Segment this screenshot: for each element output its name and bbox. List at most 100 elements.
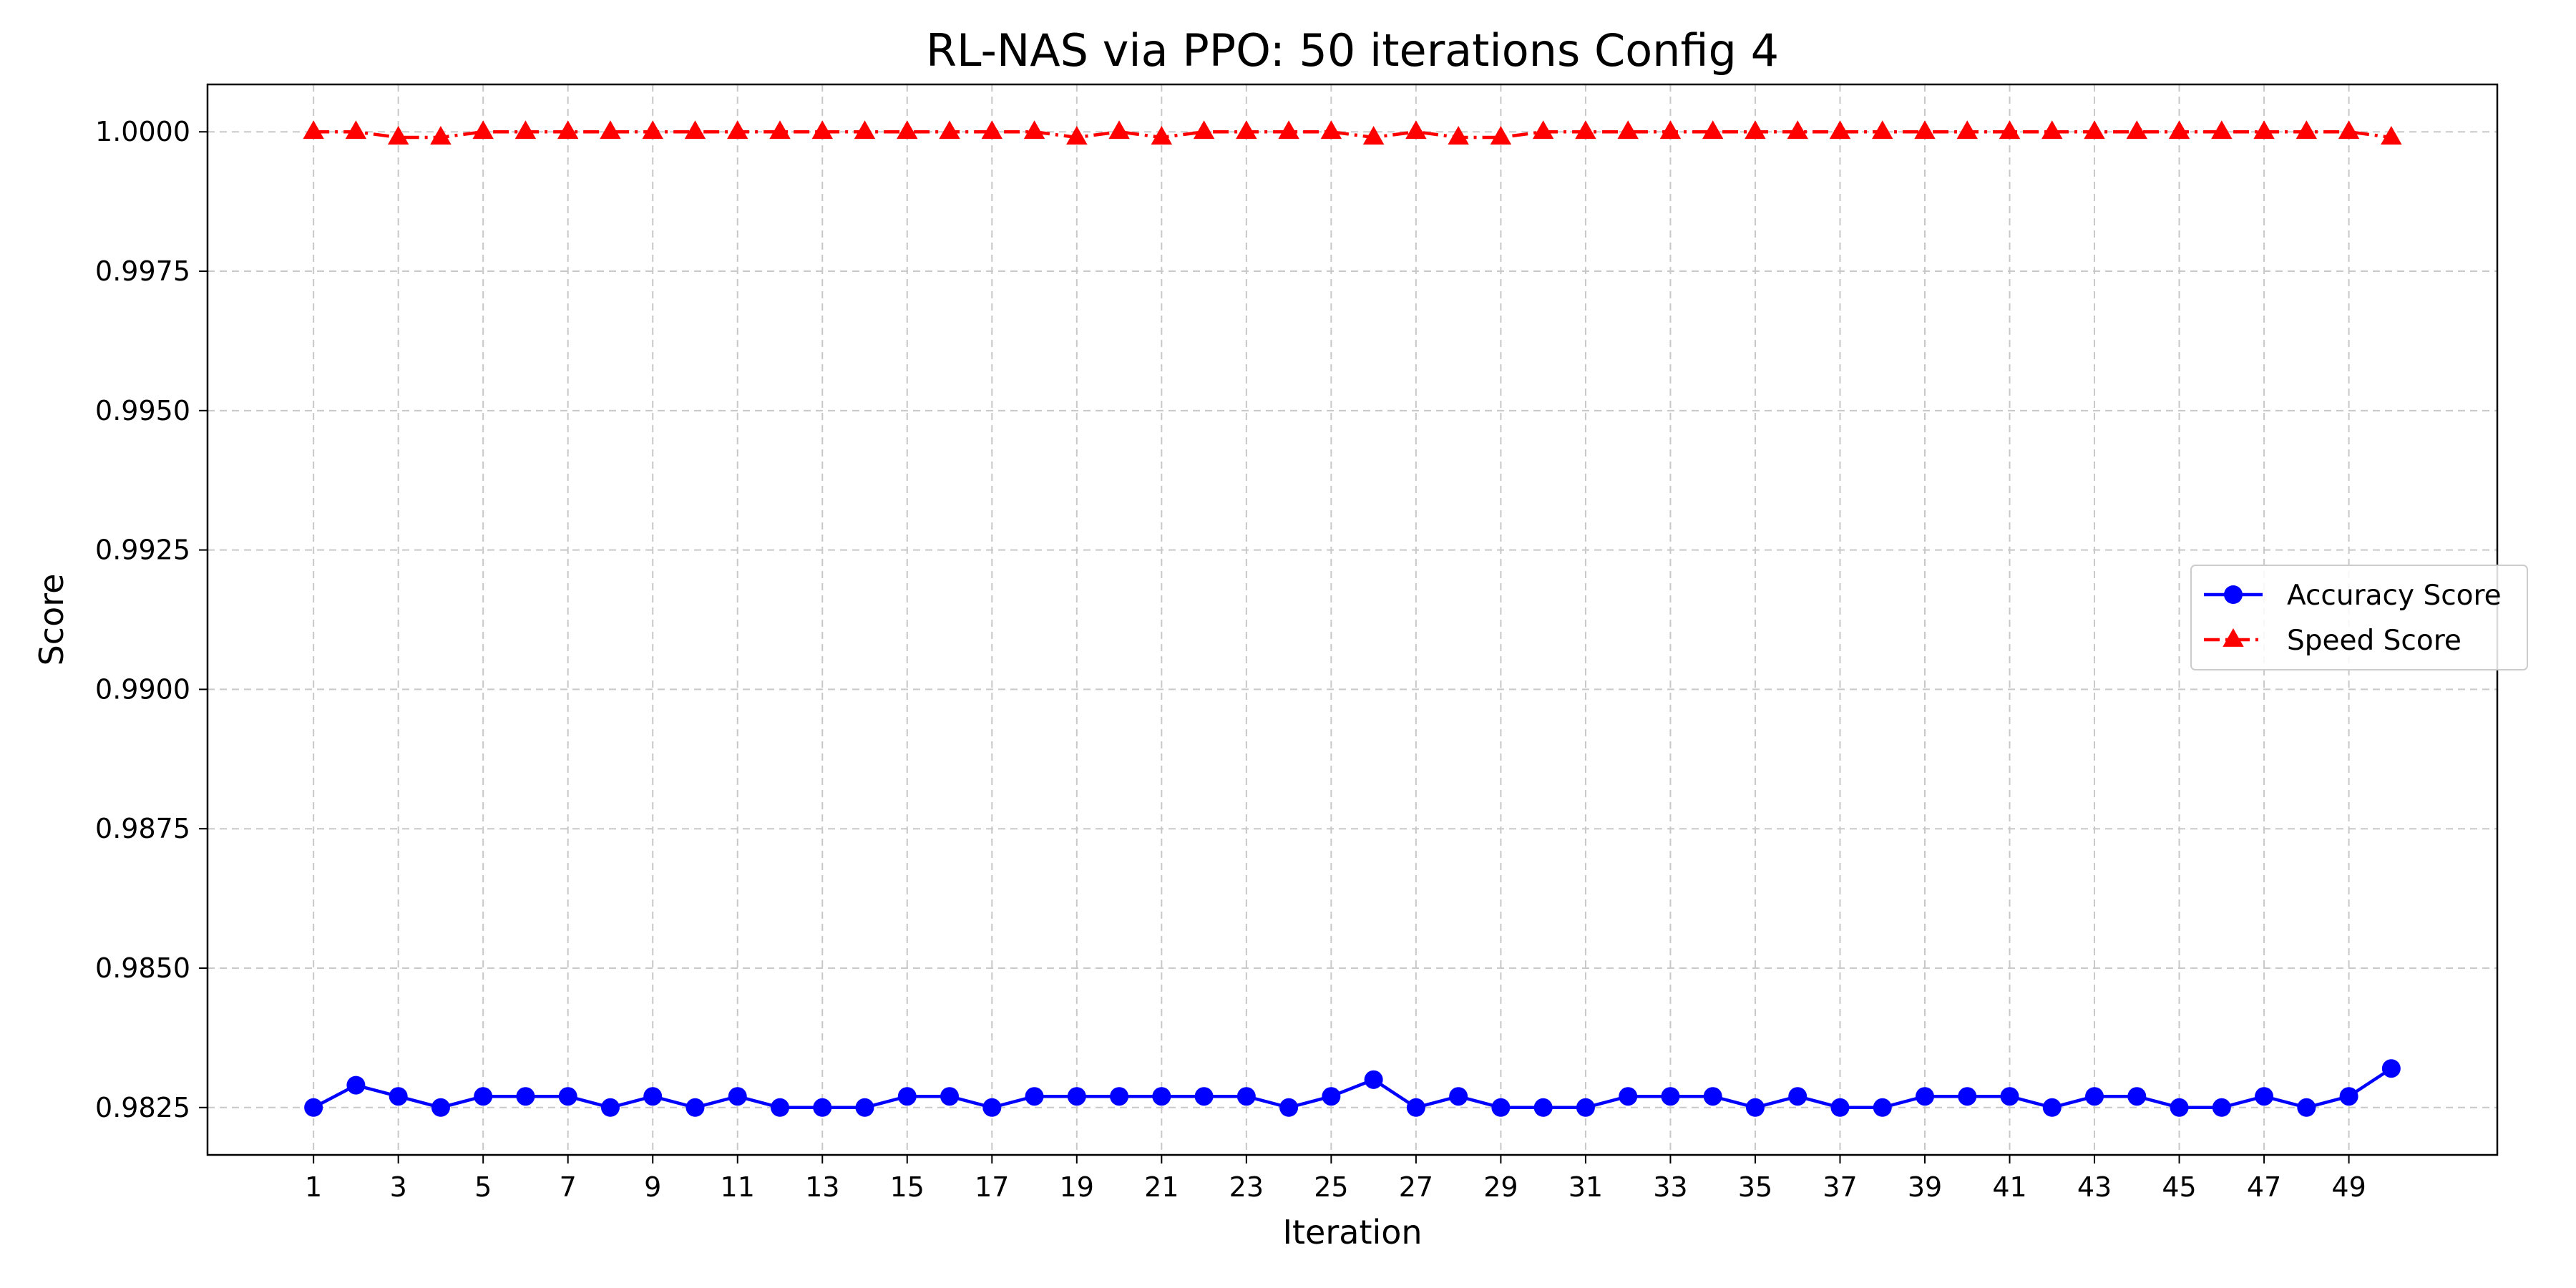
data-point bbox=[474, 1087, 493, 1106]
y-tick-label: 0.9975 bbox=[95, 255, 190, 287]
x-tick-label: 13 bbox=[805, 1171, 839, 1203]
y-tick-label: 0.9925 bbox=[95, 535, 190, 566]
data-point bbox=[1787, 120, 1808, 140]
x-tick-label: 47 bbox=[2247, 1171, 2281, 1203]
data-point bbox=[813, 1098, 832, 1117]
data-point bbox=[1532, 120, 1554, 140]
data-point bbox=[1066, 126, 1088, 145]
y-tick-label: 1.0000 bbox=[95, 116, 190, 147]
data-point bbox=[855, 1098, 874, 1117]
data-point bbox=[1279, 1098, 1299, 1117]
data-point bbox=[897, 1087, 917, 1106]
data-point bbox=[2297, 1098, 2316, 1117]
data-point bbox=[516, 1087, 535, 1106]
x-tick-label: 15 bbox=[890, 1171, 924, 1203]
data-point bbox=[811, 120, 833, 140]
x-tick-label: 7 bbox=[560, 1171, 577, 1203]
data-point bbox=[2000, 1087, 2019, 1106]
data-point bbox=[2255, 1087, 2274, 1106]
x-tick-label: 33 bbox=[1653, 1171, 1687, 1203]
x-tick-label: 17 bbox=[975, 1171, 1009, 1203]
series-layer bbox=[303, 120, 2402, 1117]
data-point bbox=[1745, 120, 1766, 140]
data-point bbox=[1152, 1087, 1171, 1106]
y-tick-label: 0.9850 bbox=[95, 952, 190, 984]
data-point bbox=[1745, 1098, 1765, 1117]
plot-frame bbox=[206, 83, 2499, 1156]
data-point bbox=[1617, 120, 1639, 140]
data-point bbox=[1661, 1087, 1680, 1106]
data-point bbox=[2084, 120, 2105, 140]
x-tick-label: 23 bbox=[1229, 1171, 1264, 1203]
grid bbox=[208, 84, 2497, 1155]
data-point bbox=[1491, 1098, 1511, 1117]
x-tick-label: 49 bbox=[2331, 1171, 2366, 1203]
data-point bbox=[2211, 120, 2233, 140]
data-point bbox=[1320, 120, 1342, 140]
data-point bbox=[981, 120, 1003, 140]
x-tick-label: 45 bbox=[2162, 1171, 2196, 1203]
data-point bbox=[557, 120, 579, 140]
data-point bbox=[387, 126, 409, 145]
x-tick-label: 43 bbox=[2077, 1171, 2112, 1203]
data-point bbox=[2085, 1087, 2104, 1106]
chart-title: RL-NAS via PPO: 50 iterations Config 4 bbox=[926, 24, 1779, 77]
data-point bbox=[728, 1087, 747, 1106]
data-point bbox=[1873, 1098, 1892, 1117]
data-point bbox=[2126, 120, 2148, 140]
data-point bbox=[727, 120, 748, 140]
data-point bbox=[1619, 1087, 1638, 1106]
data-point bbox=[2338, 120, 2360, 140]
data-point bbox=[643, 1087, 663, 1106]
series-1 bbox=[304, 1059, 2401, 1117]
data-point bbox=[1872, 120, 1893, 140]
data-point bbox=[939, 120, 960, 140]
data-point bbox=[600, 1098, 620, 1117]
x-tick-label: 29 bbox=[1483, 1171, 1518, 1203]
data-point bbox=[558, 1087, 577, 1106]
data-point bbox=[431, 1098, 450, 1117]
data-point bbox=[1067, 1087, 1086, 1106]
data-point bbox=[2127, 1087, 2147, 1106]
data-point bbox=[2381, 126, 2402, 145]
data-point bbox=[1194, 1087, 1214, 1106]
data-point bbox=[686, 1098, 705, 1117]
data-point bbox=[1702, 120, 1724, 140]
data-point bbox=[1108, 120, 1130, 140]
data-point bbox=[472, 120, 494, 140]
data-point bbox=[1025, 1087, 1044, 1106]
data-point bbox=[304, 1098, 323, 1117]
legend-box bbox=[2190, 565, 2528, 670]
data-point bbox=[600, 120, 621, 140]
data-point bbox=[1448, 126, 1469, 145]
data-point bbox=[430, 126, 452, 145]
data-point bbox=[982, 1098, 1002, 1117]
x-tick-label: 9 bbox=[644, 1171, 661, 1203]
data-point bbox=[1916, 1087, 1934, 1106]
data-point bbox=[1110, 1087, 1129, 1106]
y-tick-label: 0.9950 bbox=[95, 395, 190, 426]
x-tick-label: 5 bbox=[474, 1171, 492, 1203]
x-tick-label: 11 bbox=[721, 1171, 755, 1203]
x-tick-label: 25 bbox=[1314, 1171, 1348, 1203]
data-point bbox=[2253, 120, 2275, 140]
x-axis-ticks: 1 3 5 7 9 11 13 15 17 19 21 23 25 27 29 31 33 35 37 39 41 43 4… bbox=[305, 1155, 2366, 1203]
x-tick-label: 39 bbox=[1908, 1171, 1942, 1203]
data-point bbox=[346, 1075, 366, 1095]
y-tick-label: 0.9825 bbox=[95, 1092, 190, 1123]
data-point bbox=[1576, 1098, 1595, 1117]
data-point bbox=[2170, 1098, 2189, 1117]
data-point bbox=[940, 1087, 960, 1106]
data-point bbox=[1533, 1098, 1553, 1117]
data-point bbox=[1956, 120, 1978, 140]
data-point bbox=[1830, 1098, 1850, 1117]
y-axis-ticks: 0.9825 0.9850 0.9875 0.9900 0.9925 0.9950 0.99… bbox=[95, 116, 208, 1123]
data-point bbox=[1490, 126, 1512, 145]
legend-label: Speed Score bbox=[2287, 625, 2462, 657]
data-point bbox=[303, 120, 324, 140]
data-point bbox=[2042, 1098, 2062, 1117]
data-point bbox=[389, 1087, 408, 1106]
legend-marker bbox=[2224, 585, 2243, 604]
data-point bbox=[2041, 120, 2063, 140]
